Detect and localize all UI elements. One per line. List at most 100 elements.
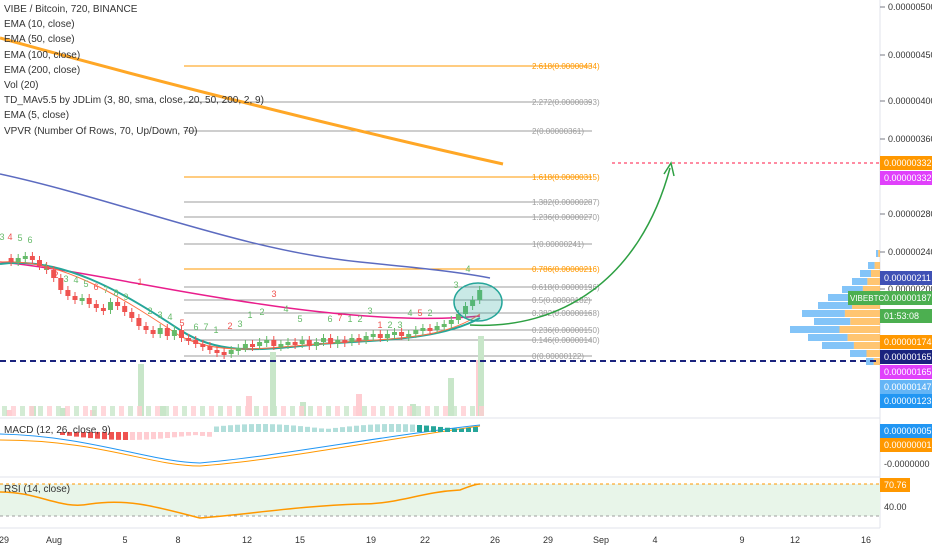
candle-body [207,346,213,350]
fibonacci-levels: 2.618(0.00000434) 2.272(0.00000393) 2(0.00… [184,62,600,361]
volume-bar [11,406,16,416]
volume-bar [470,406,475,416]
candle-body [86,298,92,304]
macd-histogram-bar [123,432,128,440]
td-count: 2 [147,306,152,316]
macd-histogram-bar [347,426,352,432]
vpvr-up [814,318,851,325]
fib-label: 2.618(0.00000434) [532,62,600,71]
indicator-vpvr[interactable]: VPVR (Number Of Rows, 70, Up/Down, 70) [4,125,198,137]
volume-bar [425,406,430,416]
td-count: 3 [157,310,162,320]
price-badge-text: 0.00000123 [884,396,932,406]
volume-bar [227,406,232,416]
macd-histogram-bar [319,428,324,432]
macd-histogram-bar [305,426,310,432]
td-count: 7 [203,322,208,332]
candle-body [200,344,206,347]
macd-histogram-bar [249,424,254,432]
price-tick-label: 0.00000450 [888,50,932,60]
macd-histogram-bar [284,424,289,432]
candle-body [29,256,35,260]
volume-bar [128,406,133,416]
indicator-ema200[interactable]: EMA (200, close) [4,64,81,76]
volume-bar [191,406,196,416]
price-badge-text: 0.00000165 [884,352,932,362]
indicator-ema5[interactable]: EMA (5, close) [4,110,70,122]
volume-bar [182,406,187,416]
rsi-title[interactable]: RSI (14, close) [4,484,71,495]
volume-bar [410,404,416,416]
candle-body [299,340,305,344]
vpvr-up [860,270,871,277]
macd-histogram-bar [221,425,226,432]
td-count: 2 [53,270,58,280]
macd-histogram-bar [410,424,415,432]
volume-bar [272,406,277,416]
macd-histogram-bar [312,427,317,432]
price-badge-text: 0.00000187 [884,293,932,303]
fib-label: 0.236(0.00000150) [532,326,600,335]
vpvr-up [790,326,840,333]
volume-bar [2,406,7,416]
candle-body [470,300,476,306]
volume-bar [335,406,340,416]
volume-bar [92,406,97,416]
fib-label: 1.382(0.00000287) [532,198,600,207]
vpvr-up [850,350,867,357]
rsi-badge-text: 70.76 [884,480,907,490]
volume-bar [245,406,250,416]
volume-bar [155,406,160,416]
indicator-ema100[interactable]: EMA (100, close) [4,49,81,61]
price-badge-text: 0.00000174 [884,337,932,347]
volume-bar [478,336,484,416]
price-badge [880,335,932,349]
symbol-title: VIBE / Bitcoin, 720, BINANCE [4,4,138,15]
candle-body [122,306,128,312]
projection-arrowhead [663,161,675,177]
candle-body [264,340,270,343]
indicator-ema50[interactable]: EMA (50, close) [4,34,75,46]
macd-title[interactable]: MACD (12, 26, close, 9) [4,425,111,436]
candle-body [108,302,113,310]
td-count: 3 [237,319,242,329]
indicator-volume[interactable]: Vol (20) [4,80,39,92]
volume-bars [2,336,484,416]
macd-histogram-bar [109,432,114,440]
macd-histogram-bar [438,426,443,432]
td-count: 3 [63,274,68,284]
vpvr-down [873,358,880,365]
vpvr-up [802,310,845,317]
macd-histogram-bar [151,432,156,440]
volume-bar [119,406,124,416]
vpvr-up [808,334,848,341]
td-count: 6 [193,322,198,332]
time-tick-label: 12 [790,535,800,545]
price-tick-label: 0.00000240 [888,247,932,257]
volume-bar [461,406,466,416]
candle-body [58,278,64,290]
volume-bar [362,406,367,416]
volume-bar [138,364,144,416]
ema200-line [0,36,504,166]
indicator-td[interactable]: TD_MAv5.5 by JDLim (3, 80, sma, close, 2… [4,95,264,107]
time-tick-label: 5 [122,535,127,545]
volume-bar [389,406,394,416]
candle-body [235,348,241,351]
time-tick-label: 22 [420,535,430,545]
macd-histogram-bar [298,426,303,432]
vpvr-up [876,250,879,257]
td-count: 3 [397,320,402,330]
volume-bar [101,406,106,416]
candle-body [377,334,383,338]
indicator-ema10[interactable]: EMA (10, close) [4,19,75,31]
candle-body [65,290,71,296]
candle-body [228,350,234,354]
price-badge [880,291,932,305]
highlight-circle [453,282,503,322]
candle-body [455,314,461,320]
rsi-line [0,483,481,519]
macd-histogram-bar [144,432,149,440]
